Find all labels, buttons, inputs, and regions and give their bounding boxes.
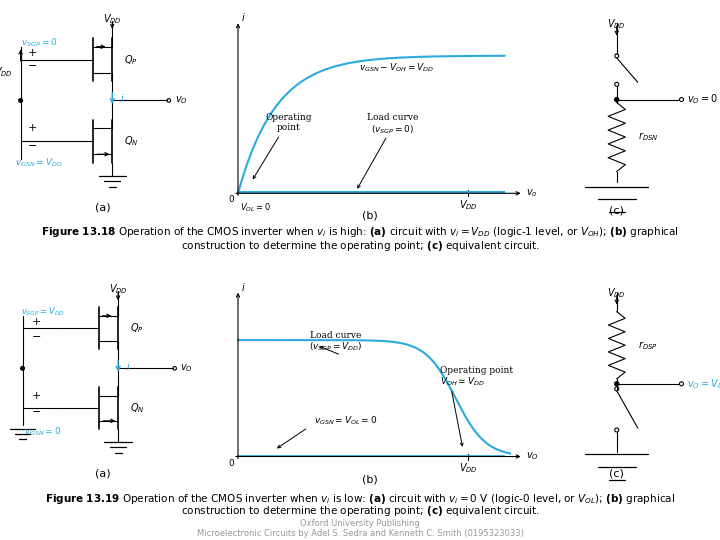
Text: 0: 0: [228, 458, 234, 468]
Text: $i$: $i$: [241, 281, 246, 293]
Text: $i$: $i$: [120, 92, 125, 104]
Text: Load curve: Load curve: [310, 330, 362, 340]
Text: $\bf{Figure\ 13.18}$ Operation of the CMOS inverter when $v_i$ is high: $\bf{(a): $\bf{Figure\ 13.18}$ Operation of the CM…: [41, 225, 679, 239]
Text: $V_{DD}$: $V_{DD}$: [608, 17, 626, 31]
Text: $i$: $i$: [126, 360, 130, 372]
Text: $v_O$: $v_O$: [181, 362, 193, 374]
Text: 0: 0: [228, 195, 234, 204]
Text: (c): (c): [609, 468, 624, 478]
Text: $v_{GSN}-V_{OH}=V_{DD}$: $v_{GSN}-V_{OH}=V_{DD}$: [359, 61, 434, 73]
Text: Microelectronic Circuits by Adel S. Sedra and Kenneth C. Smith (0195323033): Microelectronic Circuits by Adel S. Sedr…: [197, 530, 523, 538]
Circle shape: [21, 367, 24, 370]
Text: $v_O$: $v_O$: [175, 94, 187, 106]
Text: $Q_P$: $Q_P$: [130, 321, 143, 335]
Text: $V_{OL}=0$: $V_{OL}=0$: [240, 201, 271, 214]
Text: $V_{OH}\simeq V_{DD}$: $V_{OH}\simeq V_{DD}$: [440, 376, 485, 388]
Text: $v_O=0$: $v_O=0$: [687, 93, 718, 106]
Text: $v_{SGP}=0$: $v_{SGP}=0$: [21, 36, 58, 49]
Text: $V_{DD}$: $V_{DD}$: [459, 198, 477, 212]
Text: $v_o$: $v_o$: [526, 187, 538, 199]
Circle shape: [615, 98, 618, 102]
Text: $V_{DD}$: $V_{DD}$: [109, 282, 127, 296]
Text: $r_{DSN}$: $r_{DSN}$: [638, 131, 658, 144]
Text: Load curve: Load curve: [366, 113, 418, 122]
Text: $(v_{SGP}=V_{DD})$: $(v_{SGP}=V_{DD})$: [310, 341, 363, 354]
Text: $v_{GSN}=V_{OL}=0$: $v_{GSN}=V_{OL}=0$: [314, 415, 377, 427]
Text: (a): (a): [95, 468, 110, 478]
Text: $r_{DSP}$: $r_{DSP}$: [638, 339, 657, 352]
Text: $v_{SGP}=V_{DD}$: $v_{SGP}=V_{DD}$: [21, 305, 65, 318]
Text: $v_{GSN}=V_{DD}$: $v_{GSN}=V_{DD}$: [15, 157, 63, 169]
Text: +: +: [27, 48, 37, 58]
Text: construction to determine the operating point; $\bf{(c)}$ equivalent circuit.: construction to determine the operating …: [181, 504, 539, 518]
Text: $v_O$: $v_O$: [526, 450, 539, 462]
Text: +: +: [27, 124, 37, 133]
Text: $v_{GSN}=0$: $v_{GSN}=0$: [24, 425, 62, 437]
Text: (b): (b): [362, 475, 378, 484]
Text: Oxford University Publishing: Oxford University Publishing: [300, 519, 420, 529]
Text: $V_{DD}$: $V_{DD}$: [0, 65, 13, 79]
Text: $Q_P$: $Q_P$: [124, 53, 138, 66]
Text: $V_{DD}$: $V_{DD}$: [103, 12, 122, 26]
Text: $i$: $i$: [241, 11, 246, 23]
Text: (b): (b): [362, 210, 378, 220]
Text: +: +: [32, 390, 41, 401]
Circle shape: [19, 99, 22, 102]
Text: $V_{DD}$: $V_{DD}$: [608, 286, 626, 300]
Text: −: −: [32, 407, 41, 417]
Text: −: −: [32, 332, 41, 342]
Text: $Q_N$: $Q_N$: [124, 134, 138, 148]
Text: −: −: [27, 140, 37, 151]
Text: (a): (a): [95, 203, 110, 213]
Text: construction to determine the operating point; $\bf{(c)}$ equivalent circuit.: construction to determine the operating …: [181, 239, 539, 253]
Text: $V_{DD}$: $V_{DD}$: [459, 462, 477, 475]
Text: Operating
point: Operating point: [265, 113, 312, 132]
Text: $v_O=V_{DD}$: $v_O=V_{DD}$: [687, 377, 720, 391]
Text: $Q_N$: $Q_N$: [130, 401, 144, 415]
Circle shape: [615, 382, 618, 386]
Text: Operating point: Operating point: [440, 366, 513, 375]
Text: +: +: [32, 317, 41, 327]
Text: −: −: [27, 61, 37, 71]
Text: $\bf{Figure\ 13.19}$ Operation of the CMOS inverter when $v_i$ is low: $\bf{(a)}: $\bf{Figure\ 13.19}$ Operation of the CM…: [45, 492, 675, 506]
Text: (c): (c): [609, 206, 624, 216]
Text: $(v_{SGP}=0)$: $(v_{SGP}=0)$: [371, 124, 414, 136]
